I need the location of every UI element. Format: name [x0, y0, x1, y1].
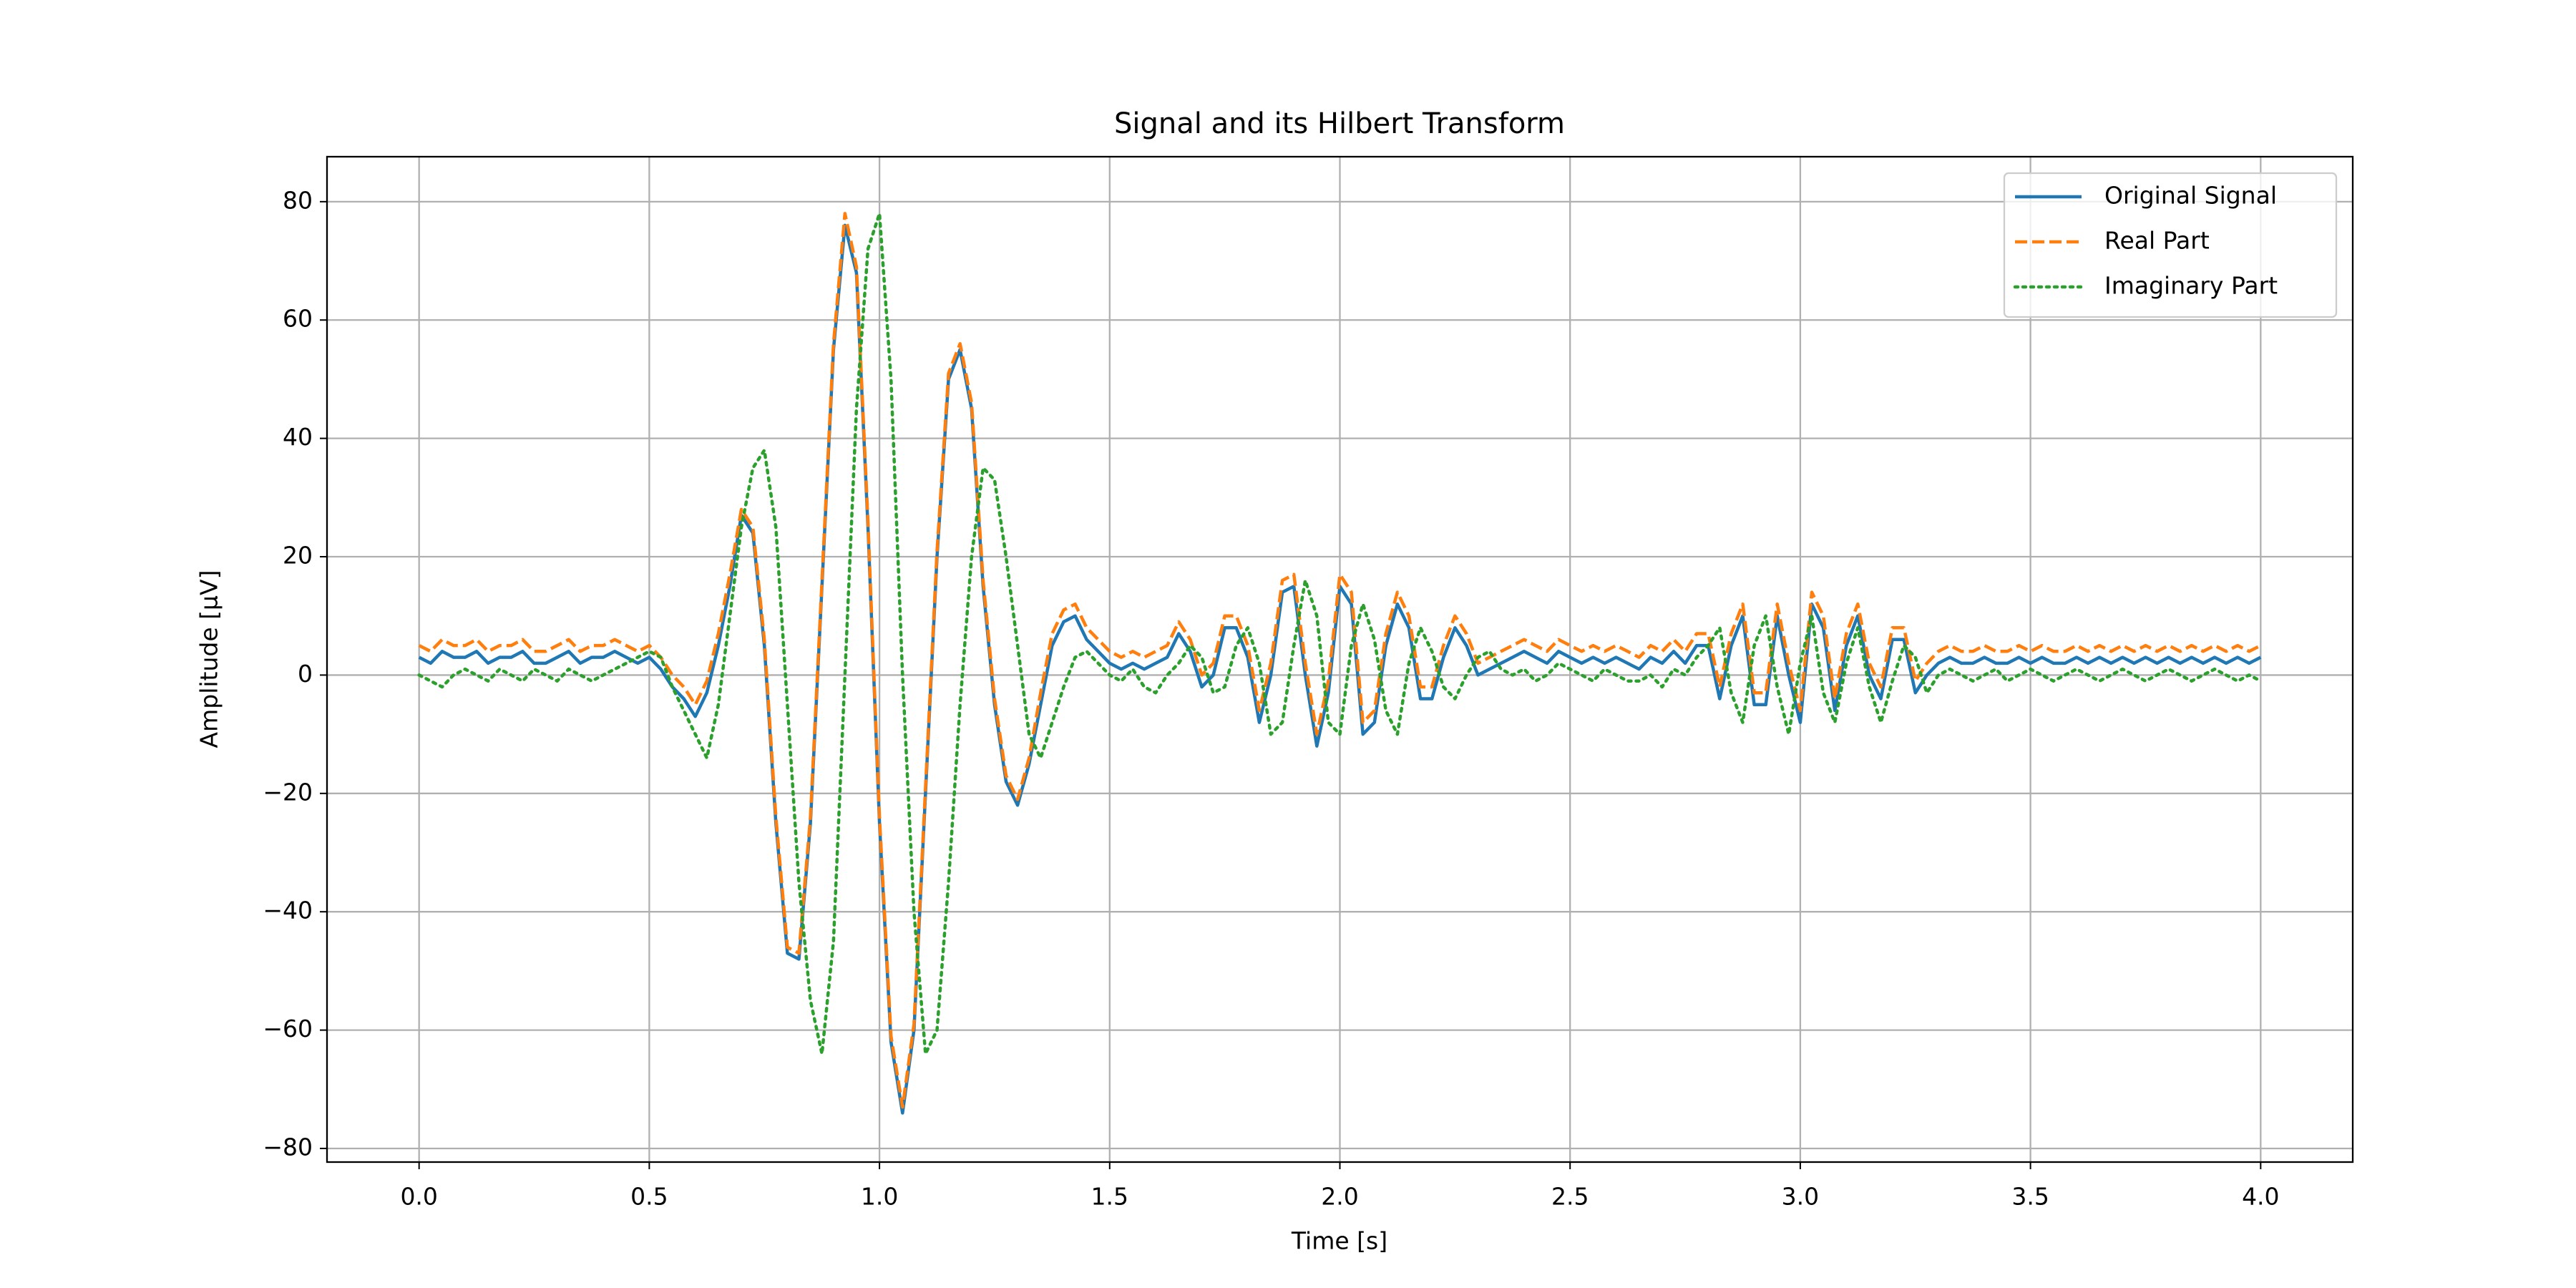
- x-tick-label: 4.0: [2242, 1183, 2279, 1211]
- y-tick-label: 40: [283, 423, 313, 451]
- y-tick-label: 20: [283, 542, 313, 570]
- y-tick-label: 0: [298, 660, 313, 688]
- series-line: [417, 212, 2263, 1055]
- x-tick-label: 1.5: [1091, 1183, 1128, 1211]
- x-tick-label: 1.0: [861, 1183, 898, 1211]
- x-tick-label: 2.0: [1321, 1183, 1358, 1211]
- legend: Original Signal Real Part Imaginary Part: [2003, 172, 2338, 318]
- y-tick-label: 60: [283, 305, 313, 333]
- legend-label: Original Signal: [2104, 182, 2277, 210]
- y-tick-label: −40: [263, 897, 313, 924]
- x-tick-label: 3.5: [2011, 1183, 2049, 1211]
- x-tick-label: 2.5: [1551, 1183, 1589, 1211]
- x-tick-label: 3.0: [1782, 1183, 1819, 1211]
- y-tick-label: −20: [263, 778, 313, 806]
- x-tick-label: 0.5: [630, 1183, 668, 1211]
- x-tick-label: 0.0: [400, 1183, 437, 1211]
- legend-box: [2003, 172, 2338, 318]
- series-line: [418, 212, 2262, 1109]
- y-tick-label: −80: [263, 1133, 313, 1161]
- y-axis-label: Amplitude [μV]: [195, 570, 223, 748]
- y-tick-label: −60: [263, 1015, 313, 1043]
- x-axis-label: Time [s]: [1291, 1227, 1387, 1255]
- lines: [417, 212, 2263, 1115]
- y-tick-label: 80: [283, 186, 313, 214]
- ticks: 0.0 0.5 1.0 1.5 2.0 2.5 3.0 3.5 4.0 −80 −60 −40 −20 0…: [263, 186, 2279, 1210]
- chart-title: Signal and its Hilbert Transform: [1114, 107, 1565, 140]
- grid: [327, 157, 2353, 1162]
- legend-label: Real Part: [2104, 227, 2210, 255]
- legend-label: Imaginary Part: [2104, 272, 2278, 300]
